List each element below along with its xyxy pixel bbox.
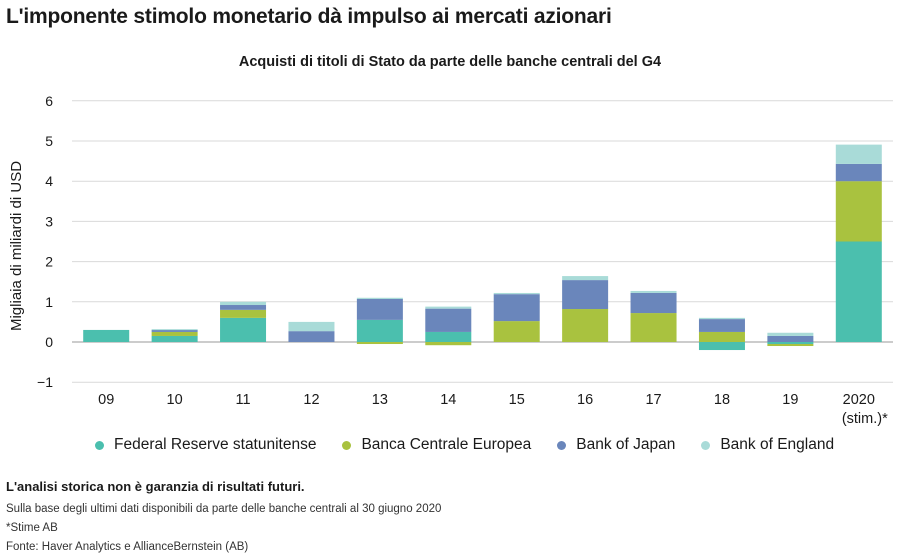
bar-segment-ecb: [220, 309, 267, 318]
footnote-source: Fonte: Haver Analytics e AllianceBernste…: [6, 541, 249, 553]
bar-segment-ecb: [151, 331, 198, 336]
bar-segment-boe: [698, 317, 745, 320]
bar-segment-boe: [220, 301, 267, 306]
y-tick-label: 5: [45, 133, 53, 149]
bar-segment-boj: [698, 319, 745, 332]
bar-segment-boe: [562, 276, 609, 281]
bar-segment-boj: [288, 331, 335, 342]
legend-label: Bank of Japan: [576, 436, 676, 453]
bar-segment-ecb: [835, 181, 882, 242]
x-tick-label: 2020: [843, 392, 875, 408]
bar-segment-ecb: [630, 313, 677, 342]
x-tick-label: 12: [303, 392, 319, 408]
bar-segment-boe: [767, 332, 814, 336]
chart-legend: Federal Reserve statunitense Banca Centra…: [95, 436, 860, 454]
bar-segment-fed: [425, 331, 472, 342]
bar-segment-ecb: [425, 342, 472, 346]
bar-segment-boj: [220, 305, 267, 310]
bar-segment-boj: [425, 308, 472, 332]
bar-segment-ecb: [767, 344, 814, 347]
x-tick-label: (stim.)*: [842, 411, 888, 427]
x-tick-label: 15: [509, 392, 525, 408]
bar-segment-boe: [835, 144, 882, 164]
gridlines: [72, 100, 893, 383]
x-tick-label: 16: [577, 392, 593, 408]
bar-segment-boj: [562, 280, 609, 310]
bar-segment-fed: [835, 241, 882, 342]
bar-segment-boj: [493, 294, 540, 322]
y-axis-label: Migliaia di miliardi di USD: [8, 161, 25, 331]
y-tick-label: 0: [45, 334, 53, 350]
chart-title: Acquisti di titoli di Stato da parte del…: [238, 54, 662, 70]
legend-item: Banca Centrale Europea: [342, 436, 531, 454]
bar-segment-boj: [356, 298, 403, 320]
x-tick-label: 10: [167, 392, 183, 408]
bar-segment-boe: [493, 292, 540, 295]
bar-segment-boj: [767, 335, 814, 342]
footnote-estimates: *Stime AB: [6, 522, 58, 534]
y-tick-label: 6: [45, 93, 53, 109]
y-tick-label: 3: [45, 213, 53, 229]
y-tick-labels: −1 0 1 2 3 4 5 6: [37, 93, 53, 390]
bar-segment-fed: [698, 342, 745, 351]
legend-label: Bank of England: [720, 436, 835, 453]
x-tick-label: 18: [714, 392, 730, 408]
bar-segment-ecb: [562, 309, 609, 342]
x-tick-label: 11: [236, 392, 251, 408]
legend-label: Federal Reserve statunitense: [114, 436, 317, 453]
legend-swatch: [95, 440, 104, 450]
bar-segment-boe: [630, 290, 677, 293]
legend-swatch: [557, 440, 567, 450]
x-tick-label: 17: [645, 392, 661, 408]
legend-item: Bank of Japan: [557, 436, 675, 454]
bar-segment-boe: [425, 306, 472, 309]
page-headline: L'imponente stimolo monetario dà impulso…: [6, 5, 612, 28]
bar-segment-ecb: [493, 321, 540, 342]
y-tick-label: 1: [45, 294, 53, 310]
bar-series: [83, 144, 882, 351]
y-tick-label: 4: [45, 173, 53, 189]
x-tick-label: 14: [440, 392, 456, 408]
legend-item: Bank of England: [701, 436, 834, 454]
bar-segment-fed: [356, 319, 403, 342]
bar-segment-ecb: [356, 342, 403, 345]
bar-segment-boj: [630, 292, 677, 314]
x-tick-labels: 09 10 11 12 13 14 15 16 17 18 19 2020 (stim.)*: [98, 392, 888, 427]
legend-item: Federal Reserve statunitense: [95, 436, 316, 454]
bar-segment-fed: [151, 335, 198, 342]
y-tick-label: 2: [45, 254, 53, 270]
footnote-data-basis: Sulla base degli ultimi dati disponibili…: [6, 503, 442, 515]
bar-segment-fed: [767, 342, 814, 345]
bar-segment-boe: [288, 321, 335, 332]
x-tick-label: 09: [98, 392, 114, 408]
legend-label: Banca Centrale Europea: [361, 436, 532, 453]
x-tick-label: 19: [782, 392, 798, 408]
bar-segment-fed: [220, 317, 267, 342]
bar-segment-boj: [151, 329, 198, 332]
legend-swatch: [701, 440, 711, 450]
bar-segment-boj: [835, 163, 882, 182]
disclaimer: L'analisi storica non è garanzia di risu…: [6, 479, 305, 494]
bar-segment-fed: [83, 329, 130, 342]
legend-swatch: [342, 440, 352, 450]
y-tick-label: −1: [37, 374, 53, 390]
bar-segment-boe: [151, 329, 198, 331]
bar-segment-boe: [356, 297, 403, 299]
bar-segment-ecb: [698, 331, 745, 342]
x-tick-label: 13: [372, 392, 388, 408]
